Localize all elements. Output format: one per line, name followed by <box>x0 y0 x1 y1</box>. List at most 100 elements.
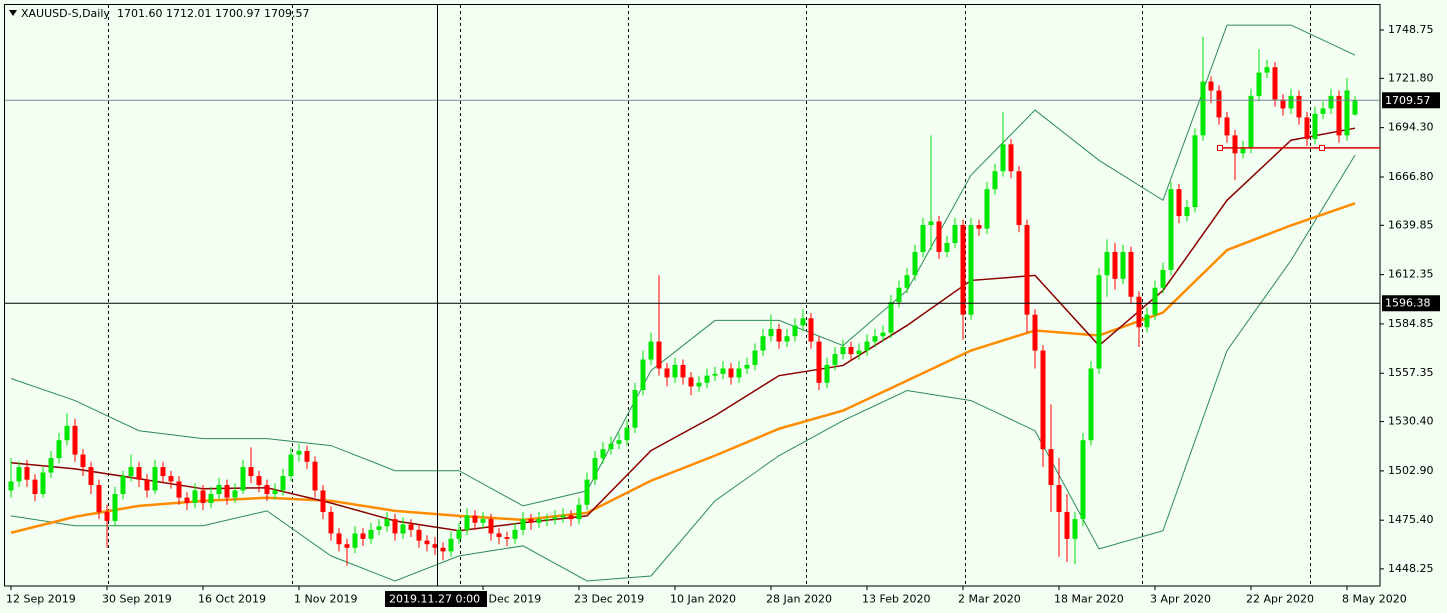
y-tick-label: 1694.30 <box>1388 121 1434 134</box>
x-tick-label: 23 Dec 2019 <box>574 593 644 606</box>
candle-body <box>704 375 710 383</box>
candle-body <box>712 373 718 376</box>
candle-body <box>1072 519 1078 539</box>
candle-body <box>664 368 670 378</box>
candle-body <box>1048 449 1054 486</box>
candle-body <box>368 529 374 539</box>
candle-body <box>40 472 46 495</box>
candle-body <box>352 533 358 548</box>
candle-body <box>1176 189 1182 217</box>
y-tick-label: 1530.40 <box>1388 415 1434 428</box>
candle-body <box>760 336 766 351</box>
candle-body <box>536 519 542 523</box>
candle-body <box>480 519 486 523</box>
level-handle <box>1319 144 1325 151</box>
candle-body <box>992 171 998 190</box>
candle-body <box>200 490 206 503</box>
candle-body <box>48 458 54 473</box>
candle-body <box>1056 485 1062 512</box>
candle-body <box>1296 95 1302 118</box>
candle-body <box>936 221 942 252</box>
candle-body <box>1080 440 1086 520</box>
candle-body <box>728 368 734 378</box>
candle-body <box>968 225 974 315</box>
ohlc-text: 1701.60 1712.01 1700.97 1709.57 <box>117 7 309 20</box>
candle-body <box>1168 189 1174 270</box>
candle-body <box>184 497 190 503</box>
candle-body <box>64 425 70 441</box>
candle-body <box>1232 135 1238 154</box>
candle-body <box>568 515 574 520</box>
candle-body <box>960 225 966 315</box>
candle-body <box>1008 144 1014 172</box>
y-tick-label: 1639.85 <box>1388 218 1434 231</box>
candle-body <box>472 515 478 523</box>
crosshair-price-box <box>1382 295 1440 312</box>
x-tick-label: 5 Dec 2019 <box>478 593 541 606</box>
candle-body <box>528 519 534 523</box>
candle-body <box>1352 100 1358 115</box>
candle-body <box>1240 147 1246 154</box>
menu-triangle[interactable] <box>9 10 17 16</box>
candle-body <box>976 225 982 229</box>
candle-body <box>832 354 838 365</box>
candle-body <box>224 485 230 498</box>
x-tick-label: 3 Apr 2020 <box>1150 593 1211 606</box>
candle-body <box>1000 144 1006 172</box>
candle-body <box>800 318 806 326</box>
candle-body <box>680 364 686 378</box>
candle-body <box>1304 117 1310 139</box>
candle-body <box>448 538 454 552</box>
candle-body <box>520 519 526 530</box>
candle-body <box>688 377 694 387</box>
y-tick-label: 1748.75 <box>1388 23 1434 36</box>
candle-body <box>496 533 502 538</box>
candle-body <box>96 485 102 512</box>
candle-body <box>112 494 118 521</box>
candle-body <box>120 476 126 495</box>
candle-body <box>32 479 38 495</box>
candle-body <box>560 515 566 518</box>
candle-body <box>1112 251 1118 279</box>
plot-frame <box>4 4 1381 587</box>
candle-body <box>720 368 726 374</box>
crosshair-price: 1596.38 <box>1385 297 1431 310</box>
candle-body <box>1264 67 1270 73</box>
candle-body <box>432 544 438 548</box>
candle-body <box>176 481 182 498</box>
candle-body <box>1216 90 1222 118</box>
candle-body <box>8 481 14 491</box>
y-tick-label: 1584.85 <box>1388 317 1434 330</box>
indicator-line <box>10 24 1356 507</box>
candle-body <box>144 479 150 491</box>
x-tick-label: 22 Apr 2020 <box>1246 593 1314 606</box>
candle-body <box>624 427 630 441</box>
candle-body <box>904 275 910 288</box>
candle-body <box>360 533 366 539</box>
x-tick-label: 12 Sep 2019 <box>6 593 76 606</box>
candle-body <box>1312 113 1318 139</box>
x-tick-label: 13 Feb 2020 <box>862 593 930 606</box>
candle-body <box>464 515 470 530</box>
candle-body <box>616 440 622 444</box>
candle-body <box>1320 108 1326 114</box>
y-tick-label: 1666.80 <box>1388 170 1434 183</box>
candle-body <box>1256 72 1262 96</box>
plot-layer <box>5 24 1380 582</box>
candle-body <box>488 519 494 534</box>
candle-body <box>304 450 310 462</box>
candle-body <box>864 341 870 351</box>
x-tick-label: 30 Sep 2019 <box>102 593 172 606</box>
candle-body <box>920 225 926 252</box>
candle-body <box>24 467 30 480</box>
crosshair-date: 2019.11.27 0:00 <box>389 593 480 606</box>
candle-body <box>72 425 78 455</box>
candle-body <box>288 454 294 477</box>
candle-body <box>1200 81 1206 136</box>
candle-body <box>1184 207 1190 217</box>
candle-body <box>1144 314 1150 328</box>
candle-body <box>952 225 958 243</box>
candle-body <box>584 479 590 505</box>
candle-body <box>216 485 222 495</box>
symbol-title: XAUUSD-S,Daily <box>21 7 110 20</box>
